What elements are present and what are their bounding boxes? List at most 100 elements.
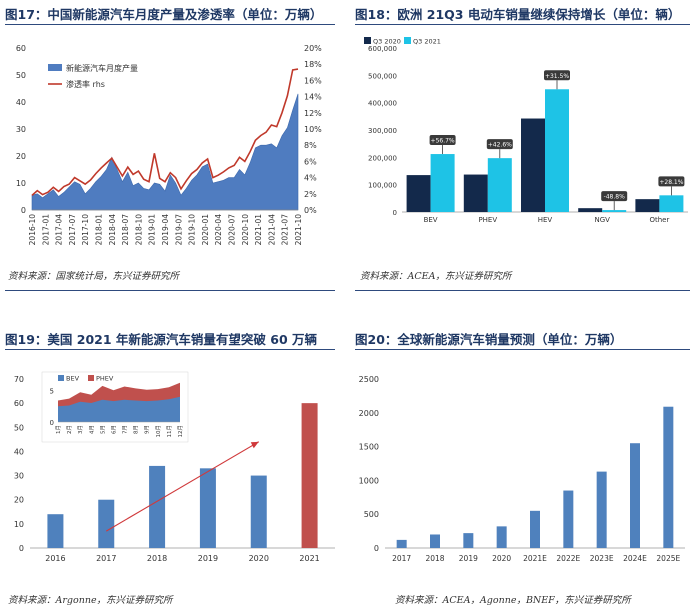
y-right-tick-label: 12% — [304, 109, 322, 118]
chart-18-bottom-rule — [355, 290, 690, 291]
inset-legend-label-phev: PHEV — [96, 375, 114, 383]
x-tick-label: 2022E — [556, 554, 580, 563]
x-tick-label: 2019 — [198, 554, 218, 563]
x-tick-label: 2017-04 — [55, 214, 64, 246]
inset-x-tick-label: 3月 — [77, 425, 84, 434]
x-tick-label: 2021-01 — [254, 214, 263, 246]
bar-hev-q3-2020 — [521, 118, 545, 212]
x-tick-label: NGV — [594, 216, 610, 224]
y-left-tick-label: 10 — [16, 179, 26, 188]
inset-x-tick-label: 4月 — [88, 425, 95, 434]
trend-arrow-head — [250, 441, 259, 449]
legend-swatch-production — [48, 64, 62, 71]
bar-2020 — [496, 526, 507, 548]
chart-19-title-rule — [5, 349, 335, 350]
y-tick-label: 0 — [19, 544, 24, 553]
growth-annotation: -48.8% — [604, 194, 626, 201]
penetration-line — [31, 68, 299, 196]
bar-2019 — [199, 468, 216, 548]
bar-other-q3-2020 — [635, 199, 660, 212]
inset-x-tick-label: 1月 — [55, 425, 62, 434]
inset-y-tick-label: 0 — [50, 419, 54, 427]
x-tick-label: 2025E — [656, 554, 680, 563]
annotation-box — [658, 176, 685, 187]
x-tick-label: 2019-07 — [174, 214, 183, 246]
x-tick-label: 2020-07 — [228, 214, 237, 246]
annotation-box — [544, 70, 570, 81]
bar-2018 — [149, 465, 166, 548]
chart-19-source: 资料来源：Argonne，东兴证券研究所 — [8, 595, 173, 606]
chart-20-title-rule — [355, 349, 690, 350]
bar-phev-q3-2020 — [463, 174, 488, 212]
bar-2017 — [396, 539, 407, 548]
legend-swatch-q3-2021 — [404, 37, 411, 44]
y-tick-label: 0 — [393, 209, 397, 217]
growth-annotation: +42.6% — [488, 142, 512, 149]
inset-x-tick-label: 12月 — [177, 425, 184, 438]
x-tick-label: 2021-10 — [294, 214, 303, 246]
chart-19-title: 图19：美国 2021 年新能源汽车销量有望突破 60 万辆 — [5, 332, 317, 347]
y-tick-label: 500,000 — [368, 72, 397, 80]
x-tick-label: 2016-10 — [28, 214, 37, 246]
bar-bev-q3-2020 — [406, 175, 431, 212]
bar-bev-q3-2021 — [430, 154, 455, 212]
chart-18-source: 资料来源：ACEA，东兴证券研究所 — [360, 271, 512, 282]
bar-2016 — [47, 514, 64, 548]
y-tick-label: 0 — [374, 544, 379, 553]
y-right-tick-label: 18% — [304, 60, 322, 69]
y-tick-label: 1500 — [359, 443, 379, 452]
y-right-tick-label: 20% — [304, 44, 322, 53]
y-tick-label: 500 — [364, 510, 379, 519]
y-tick-label: 1000 — [359, 476, 379, 485]
x-tick-label: 2020-10 — [241, 214, 250, 246]
x-tick-label: 2018-01 — [95, 214, 104, 246]
y-right-tick-label: 0% — [304, 206, 317, 215]
chart-17: 0 10 20 30 40 50 60 0% 2% 4% 6% 8% 10% 12% 14% 16% 18% 20… — [16, 44, 322, 246]
y-right-tick-label: 16% — [304, 76, 322, 85]
chart-18: 0 100,000 200,000 300,000 400,000 500,000 600,… — [364, 37, 688, 224]
bar-2019 — [463, 533, 474, 548]
x-tick-label: 2018 — [147, 554, 167, 563]
chart-17-title-rule — [5, 24, 335, 25]
x-tick-label: HEV — [538, 216, 553, 224]
growth-annotation: +56.7% — [431, 138, 455, 145]
inset-x-tick-label: 5月 — [99, 425, 106, 434]
x-tick-label: 2017 — [96, 554, 116, 563]
chart-17-title: 图17：中国新能源汽车月度产量及渗透率（单位：万辆） — [5, 7, 323, 22]
chart-18-title-rule — [355, 24, 690, 25]
trend-arrow-line — [105, 441, 260, 532]
inset-x-tick-label: 2月 — [66, 425, 73, 434]
bar-hev-q3-2021 — [545, 89, 569, 212]
y-tick-label: 600,000 — [368, 45, 397, 53]
legend-label-production: 新能源汽车月度产量 — [66, 63, 138, 73]
x-tick-label: Other — [649, 216, 669, 224]
x-tick-label: 2019 — [459, 554, 478, 563]
y-tick-label: 10 — [14, 520, 24, 529]
y-tick-label: 70 — [14, 375, 24, 384]
annotation-box — [429, 135, 456, 146]
inset-x-tick-label: 10月 — [155, 425, 162, 438]
y-tick-label: 60 — [14, 399, 24, 408]
x-tick-label: 2023E — [590, 554, 614, 563]
bar-2024e — [630, 443, 640, 548]
bar-2023e — [596, 471, 607, 548]
x-tick-label: 2018-04 — [108, 214, 117, 246]
y-right-tick-label: 8% — [304, 141, 317, 150]
y-left-tick-label: 50 — [16, 71, 26, 80]
x-tick-label: 2016 — [45, 554, 65, 563]
x-tick-label: 2020 — [249, 554, 269, 563]
y-tick-label: 2000 — [359, 409, 379, 418]
growth-annotation: +28.1% — [659, 179, 683, 186]
growth-annotation: +31.5% — [545, 73, 569, 80]
y-tick-label: 400,000 — [368, 100, 397, 108]
y-tick-label: 200,000 — [368, 154, 397, 162]
x-tick-label: 2020 — [492, 554, 511, 563]
x-tick-label: BEV — [424, 216, 438, 224]
y-tick-label: 2500 — [359, 375, 379, 384]
annotation-box — [486, 139, 513, 150]
x-tick-label: 2018-07 — [121, 214, 130, 246]
bar-2018 — [430, 534, 440, 548]
inset-bev-area — [58, 396, 180, 422]
bar-2021 — [301, 403, 318, 548]
x-tick-label: 2021E — [523, 554, 547, 563]
